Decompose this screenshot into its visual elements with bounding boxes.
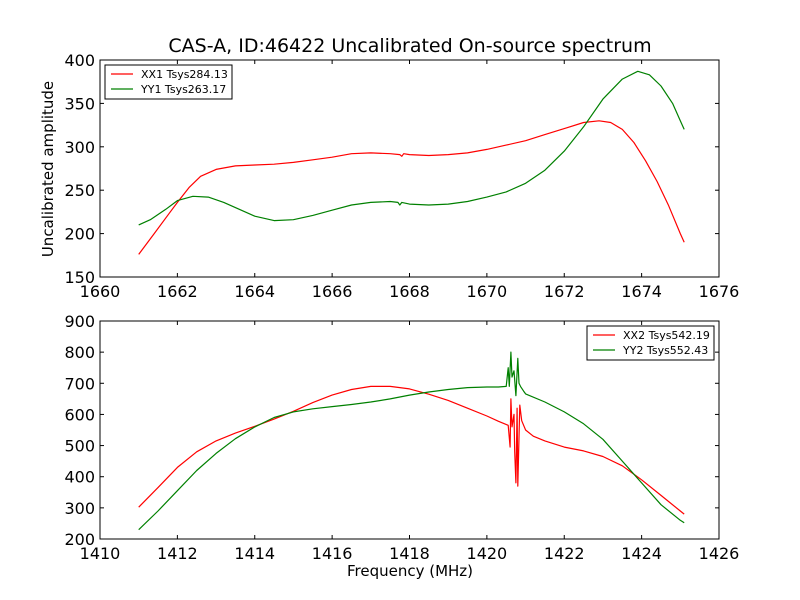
- top-x-tick-label: 1660: [80, 282, 121, 301]
- top-x-tick-label: 1676: [699, 282, 740, 301]
- bottom-x-axis-label: Frequency (MHz): [347, 562, 473, 580]
- top-x-tick-label: 1664: [234, 282, 275, 301]
- bottom-legend-label-2: YY2 Tsys552.43: [622, 344, 708, 357]
- bottom-axes: Frequency (MHz) 1410 1412 1414 1416 1418 1420…: [64, 312, 739, 580]
- bottom-x-tick-label: 1420: [467, 544, 508, 563]
- bottom-x-tick-label: 1422: [544, 544, 585, 563]
- top-y-tick-label: 150: [64, 268, 95, 287]
- bottom-x-tick-label: 1418: [389, 544, 430, 563]
- bottom-y-tick-label: 800: [64, 343, 95, 362]
- top-series-line-2: [138, 70, 685, 226]
- bottom-x-tick-label: 1412: [157, 544, 198, 563]
- top-axes: Uncalibrated amplitude 1660 1662 1664 1666 1…: [39, 51, 739, 301]
- top-legend-box: [104, 64, 233, 100]
- bottom-legend-box: [586, 325, 715, 361]
- bottom-x-tick-label: 1424: [621, 544, 662, 563]
- top-y-tick-label: 350: [64, 94, 95, 113]
- bottom-x-tick-label: 1416: [312, 544, 353, 563]
- top-x-tick-label: 1670: [467, 282, 508, 301]
- bottom-y-tick-label: 300: [64, 499, 95, 518]
- top-y-tick-label: 400: [64, 51, 95, 70]
- top-y-tick-label: 300: [64, 138, 95, 157]
- bottom-y-tick-label: 400: [64, 468, 95, 487]
- bottom-x-tick-label: 1426: [699, 544, 740, 563]
- chart-title: CAS-A, ID:46422 Uncalibrated On-source s…: [168, 35, 651, 57]
- top-x-tick-label: 1674: [621, 282, 662, 301]
- top-y-axis-label: Uncalibrated amplitude: [39, 81, 57, 257]
- top-x-tick-label: 1668: [389, 282, 430, 301]
- bottom-y-tick-label: 900: [64, 312, 95, 331]
- bottom-series-line-1: [138, 385, 685, 515]
- bottom-x-tick-label: 1414: [234, 544, 275, 563]
- top-x-tick-label: 1662: [157, 282, 198, 301]
- top-y-tick-label: 200: [64, 225, 95, 244]
- bottom-y-tick-label: 700: [64, 374, 95, 393]
- top-legend-label-1: XX1 Tsys284.13: [141, 68, 228, 81]
- bottom-x-tick-label: 1410: [80, 544, 121, 563]
- top-x-tick-label: 1672: [544, 282, 585, 301]
- bottom-y-tick-label: 500: [64, 437, 95, 456]
- top-series-line-1: [138, 120, 685, 255]
- top-legend-label-2: YY1 Tsys263.17: [140, 83, 226, 96]
- top-x-tick-label: 1666: [312, 282, 353, 301]
- top-y-tick-label: 250: [64, 181, 95, 200]
- bottom-series-line-2: [138, 351, 685, 531]
- bottom-y-tick-label: 200: [64, 530, 95, 549]
- bottom-y-tick-label: 600: [64, 405, 95, 424]
- bottom-legend-label-1: XX2 Tsys542.19: [623, 329, 710, 342]
